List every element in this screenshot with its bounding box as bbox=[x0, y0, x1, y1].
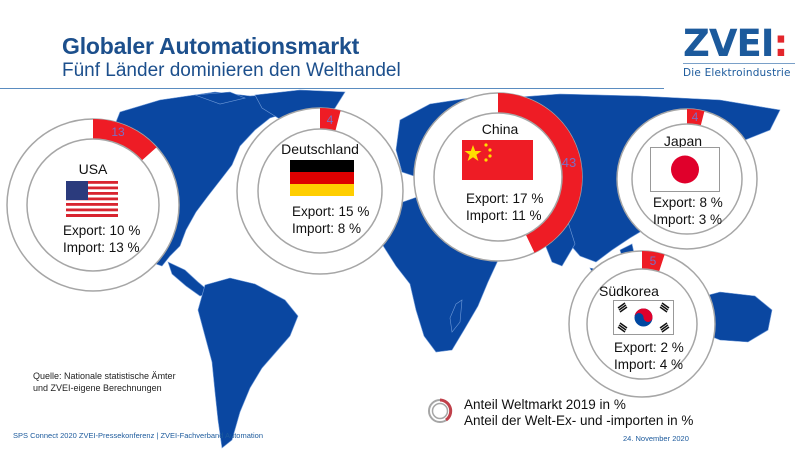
legend-ring-icon bbox=[428, 398, 453, 423]
country-name: Japan bbox=[663, 133, 703, 149]
suedkorea-stats: Export: 2 % Import: 4 % bbox=[614, 339, 684, 373]
export-label: Export: bbox=[466, 191, 509, 206]
export-label: Export: bbox=[63, 223, 106, 238]
share-segment-deutschland bbox=[320, 108, 341, 131]
country-usa: USA bbox=[43, 161, 143, 177]
import-value: 3 % bbox=[698, 212, 723, 227]
country-name: Südkorea bbox=[599, 283, 659, 299]
south-korea-flag-icon bbox=[613, 300, 674, 335]
export-label: Export: bbox=[653, 195, 696, 210]
logo-divider bbox=[683, 63, 795, 64]
export-row: Export: 2 % bbox=[614, 339, 684, 356]
country-name: China bbox=[481, 121, 519, 137]
export-row: Export: 8 % bbox=[653, 194, 723, 211]
logo-tagline: Die Elektroindustrie bbox=[683, 67, 791, 79]
china-flag-icon bbox=[462, 140, 533, 180]
share-label-suedkorea: 5 bbox=[650, 254, 657, 268]
import-label: Import: bbox=[614, 357, 657, 372]
share-label-japan: 4 bbox=[692, 110, 699, 124]
share-segment-china bbox=[498, 92, 583, 253]
export-value: 8 % bbox=[699, 195, 723, 210]
country-deutschland: Deutschland bbox=[270, 141, 370, 157]
japan-stats: Export: 8 % Import: 3 % bbox=[653, 194, 723, 228]
germany-flag-icon bbox=[290, 160, 354, 196]
import-label: Import: bbox=[63, 240, 106, 255]
share-segment-usa bbox=[93, 119, 157, 161]
import-value: 4 % bbox=[659, 357, 684, 372]
import-value: 13 % bbox=[108, 240, 140, 255]
usa-flag-icon bbox=[66, 181, 118, 217]
import-row: Import: 8 % bbox=[292, 220, 369, 237]
footer-date: 24. November 2020 bbox=[623, 434, 689, 443]
usa-stats: Export: 10 % Import: 13 % bbox=[63, 222, 140, 256]
share-label-china: 43 bbox=[562, 155, 576, 170]
export-value: 2 % bbox=[660, 340, 684, 355]
logo-colon: : bbox=[773, 22, 789, 65]
logo-mark: ZVEI: bbox=[683, 25, 793, 62]
page-subtitle: Fünf Länder dominieren den Welthandel bbox=[62, 60, 401, 81]
country-suedkorea: Südkorea bbox=[599, 283, 679, 299]
zvei-logo: ZVEI: Die Elektroindustrie bbox=[683, 25, 795, 79]
export-value: 15 % bbox=[338, 204, 370, 219]
export-value: 17 % bbox=[512, 191, 544, 206]
import-label: Import: bbox=[653, 212, 696, 227]
japan-flag-icon bbox=[650, 147, 720, 192]
logo-wordmark: ZVEI bbox=[683, 22, 775, 65]
import-value: 8 % bbox=[337, 221, 362, 236]
import-value: 11 % bbox=[511, 208, 542, 223]
export-value: 10 % bbox=[109, 223, 141, 238]
import-row: Import: 4 % bbox=[614, 356, 684, 373]
import-row: Import: 11 % bbox=[466, 207, 543, 224]
import-row: Import: 3 % bbox=[653, 211, 723, 228]
legend: Anteil Weltmarkt 2019 in % Anteil der We… bbox=[464, 397, 693, 429]
country-china: China bbox=[450, 121, 550, 137]
share-label-usa: 13 bbox=[111, 125, 125, 139]
country-name: USA bbox=[78, 161, 108, 177]
header-divider bbox=[0, 88, 664, 89]
export-label: Export: bbox=[614, 340, 657, 355]
import-label: Import: bbox=[292, 221, 335, 236]
export-label: Export: bbox=[292, 204, 335, 219]
export-row: Export: 10 % bbox=[63, 222, 140, 239]
country-japan: Japan bbox=[643, 133, 723, 149]
export-row: Export: 17 % bbox=[466, 190, 543, 207]
china-stats: Export: 17 % Import: 11 % bbox=[466, 190, 543, 224]
legend-item-trade-share: Anteil der Welt-Ex- und -importen in % bbox=[464, 413, 694, 428]
import-row: Import: 13 % bbox=[63, 239, 140, 256]
source-line-2: und ZVEI-eigene Berechnungen bbox=[33, 383, 162, 393]
share-segment-japan bbox=[687, 109, 705, 126]
legend-item-world-share: Anteil Weltmarkt 2019 in % bbox=[464, 397, 626, 412]
source-note: Quelle: Nationale statistische Ämter und… bbox=[33, 370, 176, 394]
country-name: Deutschland bbox=[281, 141, 359, 157]
source-line-1: Quelle: Nationale statistische Ämter bbox=[33, 371, 176, 381]
share-label-deutschland: 4 bbox=[327, 113, 334, 127]
page-title: Globaler Automationsmarkt bbox=[62, 33, 360, 59]
import-label: Import: bbox=[466, 208, 509, 223]
export-row: Export: 15 % bbox=[292, 203, 369, 220]
share-segment-suedkorea bbox=[642, 251, 665, 272]
deutschland-stats: Export: 15 % Import: 8 % bbox=[292, 203, 369, 237]
footer-event: SPS Connect 2020 ZVEI-Pressekonferenz | … bbox=[13, 431, 263, 440]
